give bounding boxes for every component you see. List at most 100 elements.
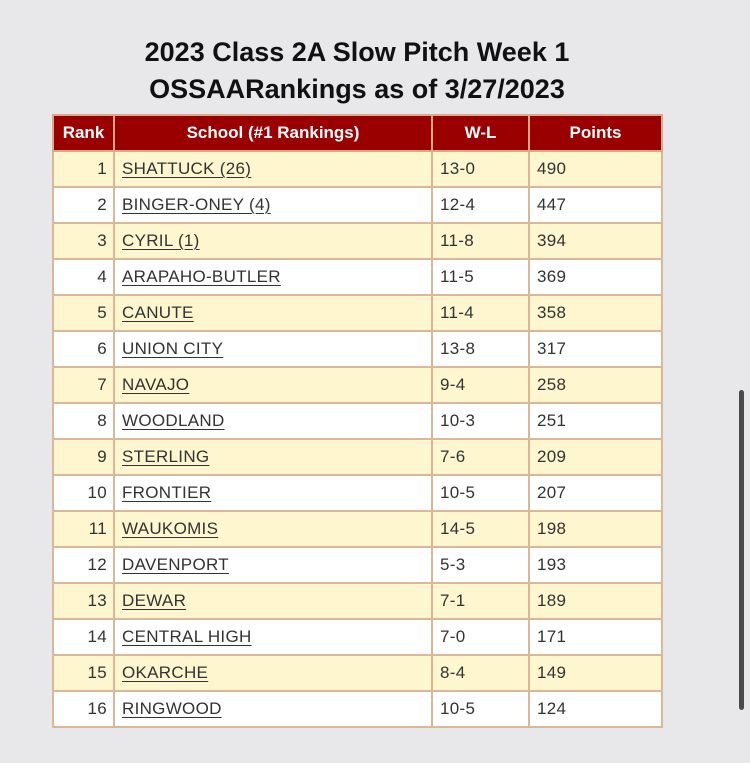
table-row: 13 DEWAR 7-1 189 (52, 582, 663, 620)
win-loss-cell: 11-5 (431, 258, 530, 296)
column-header-wl: W-L (431, 114, 530, 152)
points-cell: 317 (528, 330, 663, 368)
scrollbar[interactable] (739, 390, 744, 710)
school-link[interactable]: OKARCHE (122, 663, 209, 682)
table-row: 3 CYRIL (1) 11-8 394 (52, 222, 663, 260)
rank-cell: 2 (52, 186, 115, 224)
table-row: 10 FRONTIER 10-5 207 (52, 474, 663, 512)
rank-cell: 8 (52, 402, 115, 440)
school-link[interactable]: SHATTUCK (26) (122, 159, 252, 178)
school-link[interactable]: BINGER-ONEY (4) (122, 195, 271, 214)
school-link[interactable]: UNION CITY (122, 339, 224, 358)
table-row: 6 UNION CITY 13-8 317 (52, 330, 663, 368)
column-header-points: Points (528, 114, 663, 152)
school-cell: DAVENPORT (113, 546, 433, 584)
rank-cell: 4 (52, 258, 115, 296)
win-loss-cell: 11-4 (431, 294, 530, 332)
school-cell: RINGWOOD (113, 690, 433, 728)
win-loss-cell: 7-6 (431, 438, 530, 476)
table-row: 7 NAVAJO 9-4 258 (52, 366, 663, 404)
points-cell: 189 (528, 582, 663, 620)
table-row: 1 SHATTUCK (26) 13-0 490 (52, 150, 663, 188)
rank-cell: 13 (52, 582, 115, 620)
points-cell: 369 (528, 258, 663, 296)
win-loss-cell: 10-5 (431, 690, 530, 728)
win-loss-cell: 13-0 (431, 150, 530, 188)
win-loss-cell: 8-4 (431, 654, 530, 692)
school-link[interactable]: NAVAJO (122, 375, 190, 394)
school-cell: WOODLAND (113, 402, 433, 440)
win-loss-cell: 10-3 (431, 402, 530, 440)
rankings-table: Rank School (#1 Rankings) W-L Points 1 SH… (52, 114, 663, 728)
points-cell: 207 (528, 474, 663, 512)
school-link[interactable]: WAUKOMIS (122, 519, 219, 538)
column-header-rank: Rank (52, 114, 115, 152)
win-loss-cell: 9-4 (431, 366, 530, 404)
rank-cell: 3 (52, 222, 115, 260)
rank-cell: 14 (52, 618, 115, 656)
points-cell: 490 (528, 150, 663, 188)
rank-cell: 5 (52, 294, 115, 332)
school-cell: SHATTUCK (26) (113, 150, 433, 188)
school-cell: DEWAR (113, 582, 433, 620)
points-cell: 198 (528, 510, 663, 548)
rank-cell: 10 (52, 474, 115, 512)
title-line-1: 2023 Class 2A Slow Pitch Week 1 (144, 37, 570, 67)
school-link[interactable]: ARAPAHO-BUTLER (122, 267, 281, 286)
win-loss-cell: 5-3 (431, 546, 530, 584)
school-cell: UNION CITY (113, 330, 433, 368)
points-cell: 193 (528, 546, 663, 584)
points-cell: 209 (528, 438, 663, 476)
points-cell: 251 (528, 402, 663, 440)
school-cell: NAVAJO (113, 366, 433, 404)
rank-cell: 12 (52, 546, 115, 584)
win-loss-cell: 7-1 (431, 582, 530, 620)
rank-cell: 15 (52, 654, 115, 692)
table-row: 8 WOODLAND 10-3 251 (52, 402, 663, 440)
school-cell: OKARCHE (113, 654, 433, 692)
win-loss-cell: 13-8 (431, 330, 530, 368)
page-title: 2023 Class 2A Slow Pitch Week 1 OSSAARan… (0, 34, 714, 108)
school-cell: ARAPAHO-BUTLER (113, 258, 433, 296)
school-link[interactable]: RINGWOOD (122, 699, 222, 718)
win-loss-cell: 10-5 (431, 474, 530, 512)
points-cell: 149 (528, 654, 663, 692)
rank-cell: 1 (52, 150, 115, 188)
school-cell: CYRIL (1) (113, 222, 433, 260)
table-row: 4 ARAPAHO-BUTLER 11-5 369 (52, 258, 663, 296)
points-cell: 447 (528, 186, 663, 224)
school-link[interactable]: FRONTIER (122, 483, 212, 502)
school-link[interactable]: DEWAR (122, 591, 187, 610)
points-cell: 258 (528, 366, 663, 404)
win-loss-cell: 14-5 (431, 510, 530, 548)
school-cell: FRONTIER (113, 474, 433, 512)
rank-cell: 7 (52, 366, 115, 404)
school-link[interactable]: CANUTE (122, 303, 194, 322)
school-link[interactable]: STERLING (122, 447, 210, 466)
table-row: 11 WAUKOMIS 14-5 198 (52, 510, 663, 548)
school-cell: WAUKOMIS (113, 510, 433, 548)
school-link[interactable]: CENTRAL HIGH (122, 627, 252, 646)
table-row: 2 BINGER-ONEY (4) 12-4 447 (52, 186, 663, 224)
points-cell: 124 (528, 690, 663, 728)
table-header-row: Rank School (#1 Rankings) W-L Points (52, 114, 663, 152)
school-cell: STERLING (113, 438, 433, 476)
points-cell: 358 (528, 294, 663, 332)
title-line-2: OSSAARankings as of 3/27/2023 (149, 74, 565, 104)
table-row: 5 CANUTE 11-4 358 (52, 294, 663, 332)
table-row: 15 OKARCHE 8-4 149 (52, 654, 663, 692)
points-cell: 171 (528, 618, 663, 656)
school-link[interactable]: WOODLAND (122, 411, 225, 430)
school-link[interactable]: CYRIL (1) (122, 231, 200, 250)
table-row: 14 CENTRAL HIGH 7-0 171 (52, 618, 663, 656)
win-loss-cell: 12-4 (431, 186, 530, 224)
table-row: 9 STERLING 7-6 209 (52, 438, 663, 476)
rank-cell: 11 (52, 510, 115, 548)
school-cell: BINGER-ONEY (4) (113, 186, 433, 224)
rank-cell: 16 (52, 690, 115, 728)
points-cell: 394 (528, 222, 663, 260)
school-cell: CANUTE (113, 294, 433, 332)
school-cell: CENTRAL HIGH (113, 618, 433, 656)
school-link[interactable]: DAVENPORT (122, 555, 229, 574)
table-row: 16 RINGWOOD 10-5 124 (52, 690, 663, 728)
